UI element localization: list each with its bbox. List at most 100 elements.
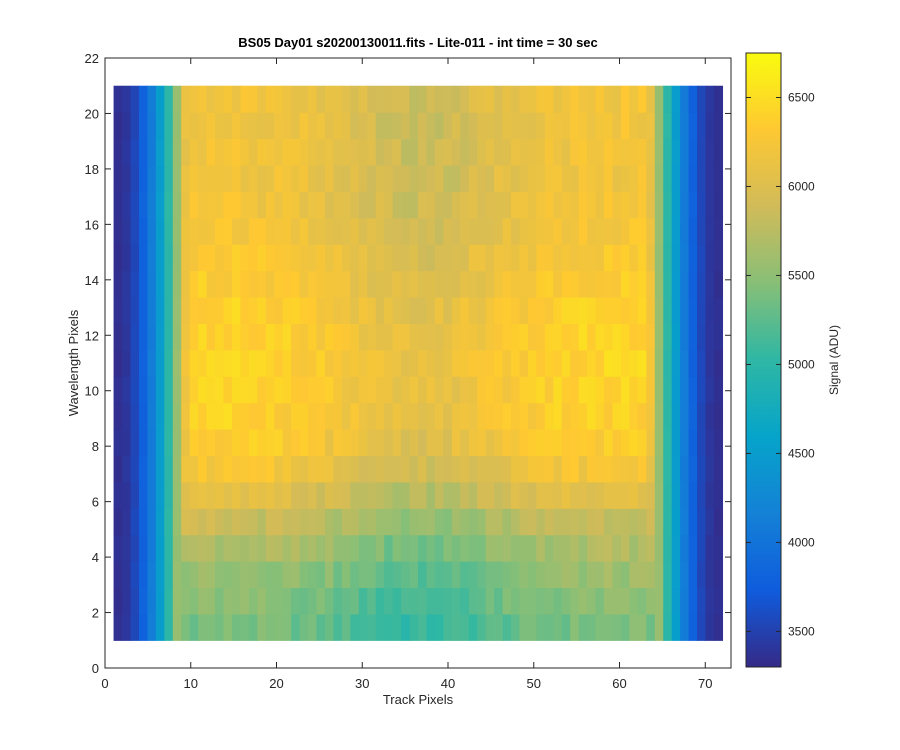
heatmap-cell bbox=[164, 217, 174, 245]
heatmap-cell bbox=[544, 296, 554, 324]
heatmap-cell bbox=[215, 613, 225, 641]
heatmap-cell bbox=[223, 534, 233, 562]
heatmap-cell bbox=[713, 402, 724, 430]
heatmap-cell bbox=[680, 138, 690, 166]
heatmap-cell bbox=[308, 323, 318, 351]
heatmap-cell bbox=[172, 534, 182, 562]
heatmap-cell bbox=[181, 217, 191, 245]
heatmap-cell bbox=[468, 481, 478, 509]
heatmap-cell bbox=[257, 402, 267, 430]
heatmap-cell bbox=[324, 349, 335, 377]
heatmap-cell bbox=[494, 217, 504, 245]
heatmap-cell bbox=[604, 349, 614, 377]
heatmap-cell bbox=[130, 138, 140, 166]
heatmap-cell bbox=[443, 138, 453, 166]
heatmap-cell bbox=[697, 323, 707, 351]
heatmap-cell bbox=[426, 613, 436, 641]
heatmap-cell bbox=[477, 534, 487, 562]
heatmap-cell bbox=[494, 323, 504, 351]
heatmap-cell bbox=[401, 455, 411, 483]
heatmap-cell bbox=[705, 587, 715, 615]
heatmap-cell bbox=[164, 349, 174, 377]
heatmap-cell bbox=[426, 323, 436, 351]
heatmap-cell bbox=[130, 112, 140, 140]
heatmap-cell bbox=[291, 376, 301, 404]
heatmap-cell bbox=[434, 508, 444, 536]
heatmap-cell bbox=[274, 534, 284, 562]
heatmap-cell bbox=[282, 138, 292, 166]
heatmap-cell bbox=[291, 164, 301, 192]
heatmap-cell bbox=[215, 455, 225, 483]
heatmap-cell bbox=[147, 191, 157, 219]
heatmap-cell bbox=[231, 85, 242, 113]
heatmap-cell bbox=[553, 296, 563, 324]
heatmap-cell bbox=[223, 402, 233, 430]
heatmap-cell bbox=[299, 481, 309, 509]
heatmap-cell bbox=[240, 402, 250, 430]
heatmap-cell bbox=[113, 402, 123, 430]
heatmap-cell bbox=[147, 244, 157, 272]
heatmap-cell bbox=[443, 534, 453, 562]
heatmap-cell bbox=[341, 191, 351, 219]
heatmap-cell bbox=[223, 323, 233, 351]
heatmap-cell bbox=[409, 270, 419, 298]
heatmap-cell bbox=[604, 112, 614, 140]
heatmap-cell bbox=[324, 587, 335, 615]
heatmap-cell bbox=[561, 164, 571, 192]
heatmap-cell bbox=[519, 217, 529, 245]
heatmap-cell bbox=[553, 270, 563, 298]
heatmap-cell bbox=[451, 481, 461, 509]
heatmap-cell bbox=[654, 534, 664, 562]
heatmap-cell bbox=[646, 613, 656, 641]
heatmap-cell bbox=[240, 244, 250, 272]
heatmap-cell bbox=[451, 85, 461, 113]
heatmap-cell bbox=[519, 138, 529, 166]
heatmap-cell bbox=[713, 112, 724, 140]
heatmap-cell bbox=[443, 244, 453, 272]
x-tick-label: 60 bbox=[612, 676, 626, 691]
heatmap-cell bbox=[155, 429, 165, 457]
heatmap-cell bbox=[629, 323, 639, 351]
heatmap-cell bbox=[527, 323, 537, 351]
heatmap-cell bbox=[231, 534, 242, 562]
heatmap-cell bbox=[443, 112, 453, 140]
heatmap-cell bbox=[316, 613, 326, 641]
heatmap-cell bbox=[113, 534, 123, 562]
heatmap-cell bbox=[409, 244, 419, 272]
heatmap-cell bbox=[468, 270, 478, 298]
heatmap-cell bbox=[587, 508, 597, 536]
heatmap-cell bbox=[544, 508, 554, 536]
heatmap-cell bbox=[231, 481, 242, 509]
heatmap-cell bbox=[240, 613, 250, 641]
heatmap-cell bbox=[654, 429, 664, 457]
heatmap-cell bbox=[401, 429, 411, 457]
heatmap-cell bbox=[680, 112, 690, 140]
heatmap-cell bbox=[502, 191, 512, 219]
heatmap-cell bbox=[248, 164, 258, 192]
heatmap-cell bbox=[705, 349, 715, 377]
heatmap-cell bbox=[527, 508, 537, 536]
heatmap-cell bbox=[536, 112, 546, 140]
heatmap-cell bbox=[172, 481, 182, 509]
heatmap-cell bbox=[265, 244, 275, 272]
heatmap-cell bbox=[350, 455, 360, 483]
heatmap-cell bbox=[231, 455, 242, 483]
heatmap-cell bbox=[384, 429, 394, 457]
heatmap-cell bbox=[122, 429, 132, 457]
heatmap-cell bbox=[122, 138, 132, 166]
heatmap-cell bbox=[265, 191, 275, 219]
heatmap-cell bbox=[333, 244, 343, 272]
heatmap-cell bbox=[570, 217, 580, 245]
heatmap-cell bbox=[713, 561, 724, 589]
heatmap-cell bbox=[646, 455, 656, 483]
heatmap-cell bbox=[240, 112, 250, 140]
heatmap-cell bbox=[570, 561, 580, 589]
heatmap-cell bbox=[418, 349, 428, 377]
colorbar-tick-label: 4500 bbox=[788, 446, 815, 460]
heatmap-cell bbox=[511, 217, 521, 245]
heatmap-cell bbox=[527, 296, 537, 324]
heatmap-cell bbox=[637, 402, 647, 430]
heatmap-cell bbox=[392, 481, 402, 509]
heatmap-cell bbox=[316, 481, 326, 509]
heatmap-cell bbox=[147, 481, 157, 509]
